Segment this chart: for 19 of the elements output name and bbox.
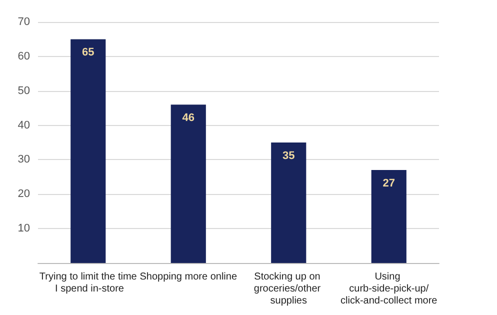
- y-tick-label: 20: [18, 188, 30, 200]
- bar: [70, 39, 106, 263]
- data-label: 35: [282, 150, 295, 162]
- y-tick-label: 60: [18, 50, 30, 62]
- bar: [170, 104, 206, 263]
- data-label: 65: [82, 46, 94, 59]
- y-tick-label: 40: [18, 119, 30, 132]
- bar: [371, 170, 406, 263]
- y-tick-label: 70: [18, 16, 30, 28]
- y-tick-label: 30: [18, 154, 30, 166]
- x-tick-label: Using curb-side-pick-up/click-and-collect more: [340, 272, 438, 306]
- x-tick-label: Trying to limit the time I spend in-store: [39, 272, 138, 294]
- x-tick-label: Stocking up on groceries/other supplies: [254, 272, 324, 306]
- x-tick-label: Shopping more online: [140, 272, 238, 282]
- data-label: 46: [182, 112, 194, 124]
- data-label: 27: [382, 178, 395, 190]
- y-tick-label: 50: [18, 84, 30, 97]
- bar: [271, 142, 306, 263]
- y-tick-label: 10: [18, 222, 30, 235]
